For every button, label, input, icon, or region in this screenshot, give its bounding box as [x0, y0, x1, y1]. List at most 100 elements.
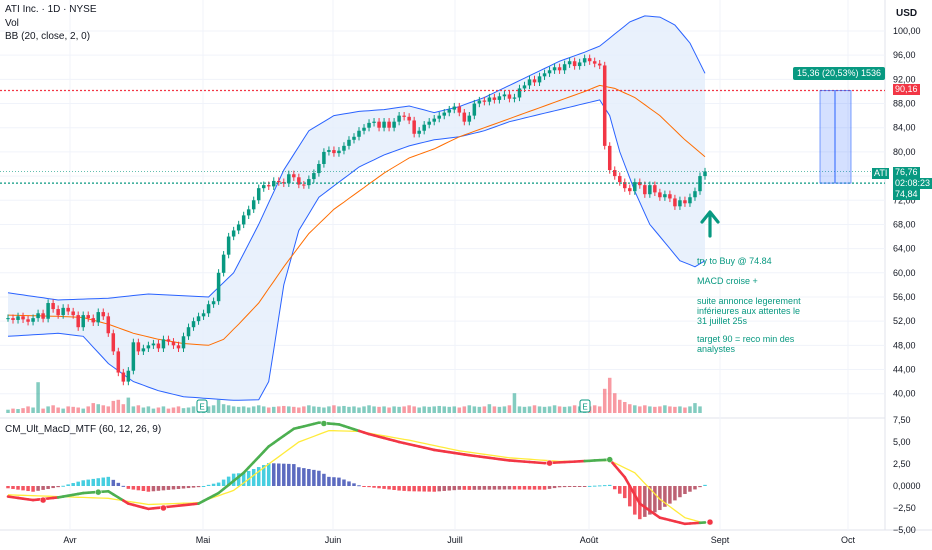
volume-bar: [256, 405, 261, 413]
candle-body: [96, 312, 101, 323]
volume-bar: [342, 405, 346, 413]
volume-bar: [472, 406, 477, 413]
candle-body: [322, 151, 326, 164]
candle-body: [337, 150, 341, 154]
volume-bar: [236, 406, 241, 413]
macd-histogram-bar: [607, 484, 612, 486]
candle-body: [41, 313, 45, 319]
annotation-target: target 90 = reco min des analystes: [697, 334, 795, 354]
candle-body: [141, 348, 146, 352]
macd-histogram-bar: [21, 486, 25, 491]
macd-histogram-bar: [287, 463, 291, 486]
macd-histogram-bar: [612, 486, 617, 490]
macd-histogram-bar: [347, 481, 351, 486]
candle-body: [181, 336, 186, 349]
macd-histogram-bar: [482, 486, 487, 490]
candle-body: [226, 236, 231, 255]
macd-histogram-bar: [101, 477, 106, 486]
volume-bar: [397, 406, 401, 413]
candle-body: [547, 70, 552, 74]
macd-histogram-bar: [266, 463, 271, 486]
time-tick-label: Sept: [711, 535, 730, 545]
volume-bar: [452, 406, 457, 413]
candle-body: [362, 127, 366, 131]
candle-body: [81, 315, 85, 328]
volume-bar: [101, 405, 106, 413]
volume-bar: [412, 406, 416, 413]
volume-bar: [377, 406, 381, 413]
price-tick-label: 92,00: [893, 74, 916, 84]
candle-body: [287, 174, 291, 184]
volume-bar: [121, 404, 126, 413]
volume-bar: [638, 406, 642, 413]
macd-histogram-bar: [693, 486, 697, 490]
macd-histogram-bar: [191, 486, 196, 488]
candle-body: [151, 343, 156, 346]
volume-bar: [86, 406, 90, 413]
macd-histogram-bar: [537, 486, 542, 490]
volume-bar: [106, 406, 111, 413]
candle-body: [407, 116, 411, 121]
macd-histogram-bar: [673, 486, 677, 501]
candle-body: [678, 200, 682, 207]
volume-bar: [16, 409, 20, 413]
candle-body: [643, 185, 647, 195]
candle-body: [126, 370, 131, 382]
candle-body: [241, 215, 246, 225]
volume-bar: [457, 407, 462, 413]
macd-histogram-bar: [517, 486, 522, 490]
macd-histogram-bar: [698, 486, 702, 488]
price-tick-label: 80,00: [893, 147, 916, 157]
volume-bar: [492, 406, 497, 413]
candle-body: [111, 333, 116, 352]
macd-histogram-bar: [552, 486, 557, 489]
volume-bar: [81, 408, 85, 413]
candle-body: [663, 194, 667, 198]
volume-bar: [11, 408, 15, 413]
macd-line-segment: [628, 484, 637, 497]
volume-bar: [111, 400, 116, 413]
macd-histogram-bar: [633, 486, 637, 515]
macd-histogram-bar: [658, 486, 662, 511]
volume-bar: [653, 406, 657, 413]
bb-upper-line: [7, 15, 706, 301]
macd-histogram-bar: [432, 486, 436, 492]
volume-bar: [673, 406, 677, 413]
volume-bar: [442, 406, 447, 413]
volume-bar: [317, 406, 321, 413]
macd-histogram-bar: [653, 486, 657, 513]
candle-body: [71, 311, 75, 316]
volume-bar: [547, 406, 552, 413]
candle-body: [191, 321, 196, 328]
earnings-marker-icon: [579, 399, 591, 413]
volume-bar: [287, 406, 291, 413]
volume-bar: [628, 404, 632, 413]
macd-histogram-bar: [126, 486, 131, 489]
macd-histogram-bar: [282, 463, 286, 486]
macd-histogram-bar: [131, 486, 136, 490]
macd-histogram-bar: [76, 481, 80, 486]
macd-histogram-bar: [216, 482, 221, 486]
candle-body: [302, 184, 306, 186]
macd-histogram-bar: [427, 486, 431, 492]
macd-histogram-bar: [302, 468, 306, 486]
macd-histogram-bar: [392, 486, 396, 491]
volume-bar: [382, 406, 386, 413]
macd-histogram-bar: [507, 486, 512, 490]
candle-body: [467, 115, 472, 122]
volume-bar: [191, 406, 196, 413]
volume-bar: [46, 406, 50, 413]
bb-basis-line: [7, 84, 706, 346]
macd-histogram-bar: [522, 486, 527, 490]
candle-body: [507, 94, 512, 99]
macd-histogram-bar: [116, 482, 121, 486]
volume-bar: [327, 406, 331, 413]
macd-cross-point: [706, 518, 714, 526]
macd-histogram-bar: [477, 486, 482, 490]
macd-tick-label: 5,00: [893, 437, 911, 447]
macd-histogram-bar: [211, 483, 216, 486]
macd-tick-label: 2,50: [893, 459, 911, 469]
volume-bar: [6, 409, 10, 413]
volume-bar: [56, 407, 60, 413]
